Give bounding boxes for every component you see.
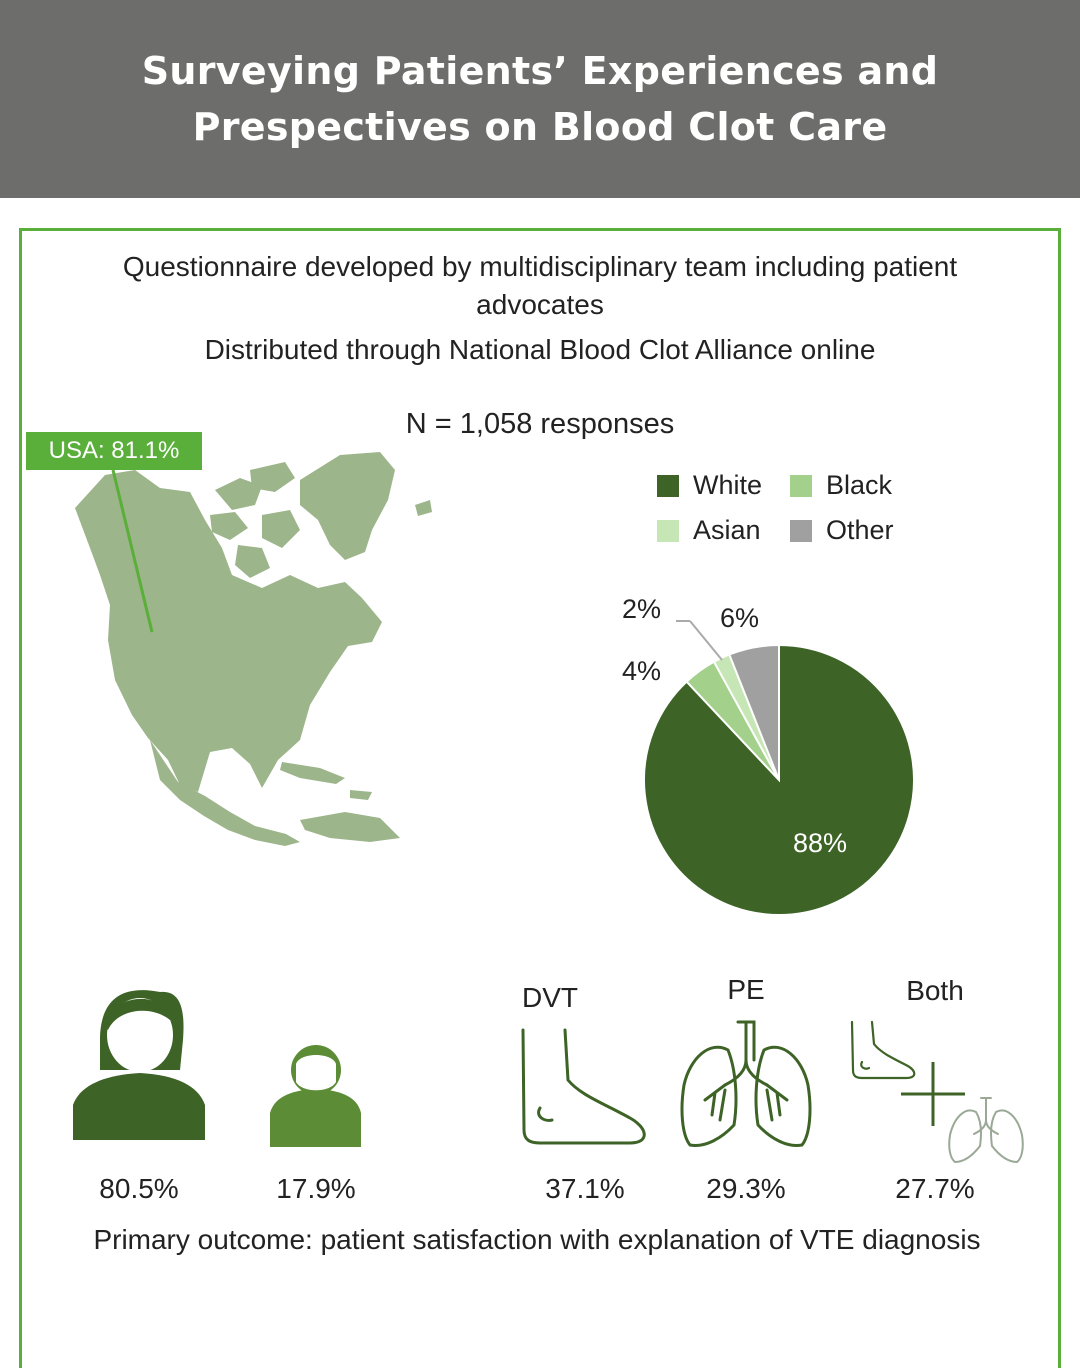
infographic-panel xyxy=(19,228,1061,1368)
condition-label-both: Both xyxy=(906,975,964,1006)
female-percentage: 80.5% xyxy=(99,1173,179,1204)
pe-percentage: 29.3% xyxy=(706,1173,786,1204)
legend-item-asian: Asian xyxy=(657,515,761,546)
condition-label-pe: PE xyxy=(727,974,765,1005)
intro-questionnaire: Questionnaire developed by multidiscipli… xyxy=(0,248,1080,324)
usa-share-badge: USA: 81.1% xyxy=(26,432,202,470)
both-percentage: 27.7% xyxy=(895,1173,975,1204)
pie-label-black: 4% xyxy=(622,656,662,686)
legend-label-asian: Asian xyxy=(693,515,761,545)
response-count: N = 1,058 responses xyxy=(405,408,675,440)
legend-swatch-white xyxy=(657,474,679,497)
page-title-line-2: Prespectives on Blood Clot Care xyxy=(192,105,888,149)
male-percentage: 17.9% xyxy=(276,1173,356,1204)
legend-item-white: White xyxy=(657,470,762,501)
legend-swatch-black xyxy=(790,474,812,497)
legend-swatch-other xyxy=(790,519,812,542)
legend-item-black: Black xyxy=(790,470,892,501)
pie-label-white: 88% xyxy=(793,828,848,858)
legend-label-white: White xyxy=(693,470,763,500)
legend-swatch-asian xyxy=(657,519,679,542)
pie-label-other: 6% xyxy=(720,603,760,633)
page-title-line-1: Surveying Patients’ Experiences and xyxy=(141,49,939,93)
intro-line-1: Questionnaire developed by multidiscipli… xyxy=(122,251,958,282)
primary-outcome: Primary outcome: patient satisfaction wi… xyxy=(93,1224,981,1255)
legend-label-other: Other xyxy=(826,515,894,545)
legend-label-black: Black xyxy=(826,470,893,500)
intro-distribution: Distributed through National Blood Clot … xyxy=(204,334,876,365)
intro-line-1b: advocates xyxy=(476,289,604,320)
condition-label-dvt: DVT xyxy=(522,982,578,1013)
legend-item-other: Other xyxy=(790,515,894,546)
dvt-percentage: 37.1% xyxy=(545,1173,625,1204)
pie-label-asian: 2% xyxy=(622,594,662,624)
header-banner: Surveying Patients’ Experiences and Pres… xyxy=(0,0,1080,198)
